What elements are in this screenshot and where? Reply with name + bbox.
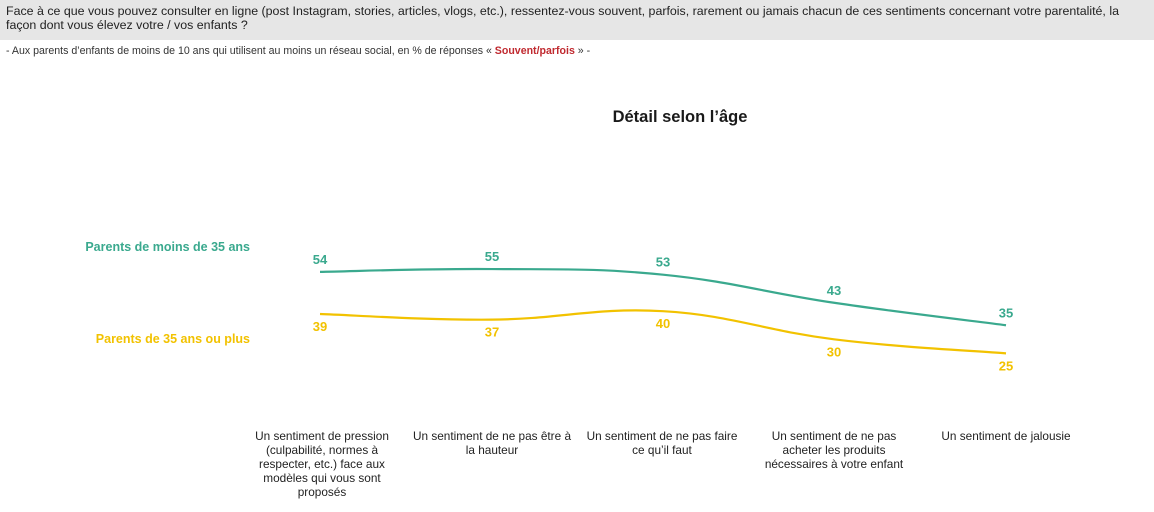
subtitle-prefix: - Aux parents d’enfants de moins de 10 a… — [6, 45, 495, 57]
series-line-35-plus — [319, 309, 1007, 355]
category-label-faire: Un sentiment de ne pas faire ce qu’il fa… — [586, 429, 738, 457]
data-label-35-plus-4: 25 — [999, 358, 1013, 373]
category-label-jalousie: Un sentiment de jalousie — [941, 429, 1071, 443]
data-label-35-plus-3: 30 — [827, 344, 841, 359]
survey-subtitle: - Aux parents d’enfants de moins de 10 a… — [6, 45, 590, 57]
data-label-under-35-4: 35 — [999, 305, 1013, 320]
subtitle-suffix: » - — [574, 45, 591, 57]
data-label-under-35-1: 55 — [485, 249, 499, 264]
survey-question: Face à ce que vous pouvez consulter en l… — [6, 4, 1119, 32]
category-label-pression: Un sentiment de pression (culpabilité, n… — [255, 429, 389, 499]
legend-label-under-35: Parents de moins de 35 ans — [85, 240, 250, 254]
data-label-35-plus-1: 37 — [485, 325, 499, 340]
data-label-under-35-2: 53 — [656, 255, 670, 270]
question-band — [0, 0, 1154, 40]
category-label-hauteur: Un sentiment de ne pas être à la hauteur — [412, 429, 572, 457]
data-label-35-plus-2: 40 — [656, 316, 670, 331]
data-label-35-plus-0: 39 — [313, 319, 327, 334]
category-label-produits: Un sentiment de ne pas acheter les produ… — [764, 429, 904, 471]
series-line-under-35 — [319, 267, 1007, 327]
data-label-under-35-0: 54 — [313, 252, 328, 267]
legend-label-35-plus: Parents de 35 ans ou plus — [95, 332, 250, 346]
subtitle-highlight: Souvent/parfois — [494, 45, 575, 57]
data-label-under-35-3: 43 — [827, 283, 841, 298]
chart-title: Détail selon l’âge — [612, 108, 748, 126]
